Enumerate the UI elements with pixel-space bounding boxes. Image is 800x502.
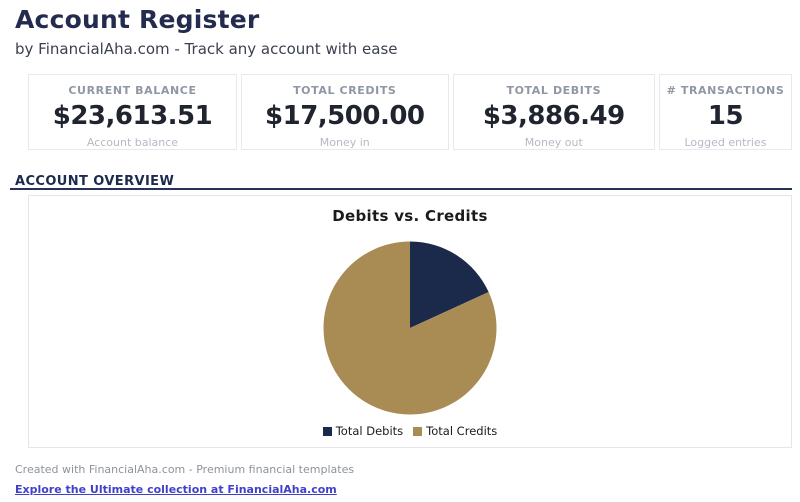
stat-card-total-debits: TOTAL DEBITS $3,886.49 Money out <box>452 74 655 150</box>
stat-card-total-credits: TOTAL CREDITS $17,500.00 Money in <box>240 74 449 150</box>
stat-caption: Logged entries <box>684 136 767 149</box>
pie-slice-total-credits <box>323 241 497 415</box>
legend-swatch-credits <box>413 426 423 436</box>
stat-value: $23,613.51 <box>52 101 213 131</box>
stat-caption: Money out <box>524 136 583 149</box>
stat-label: # TRANSACTIONS <box>666 84 785 97</box>
page-subtitle: by FinancialAha.com - Track any account … <box>15 40 398 58</box>
legend-label: Total Debits <box>335 424 404 438</box>
pie-chart <box>317 235 503 421</box>
stats-row: CURRENT BALANCE $23,613.51 Account balan… <box>28 74 792 150</box>
pie-chart-svg <box>323 241 497 415</box>
stat-value: $17,500.00 <box>265 101 425 131</box>
stat-label: CURRENT BALANCE <box>68 84 197 97</box>
legend-swatch-debits <box>322 426 332 436</box>
footer-credit-text: Created with FinancialAha.com - Premium … <box>15 463 355 476</box>
stat-card-current-balance: CURRENT BALANCE $23,613.51 Account balan… <box>28 74 237 150</box>
chart-title: Debits vs. Credits <box>332 207 488 225</box>
stat-value: 15 <box>707 101 744 131</box>
legend-item-total-debits: Total Debits <box>322 424 404 438</box>
page-title: Account Register <box>15 5 260 34</box>
stat-label: TOTAL CREDITS <box>293 84 397 97</box>
stat-caption: Account balance <box>86 136 179 149</box>
legend-label: Total Credits <box>426 424 498 438</box>
stat-card-transactions: # TRANSACTIONS 15 Logged entries <box>659 74 792 150</box>
chart-panel: Debits vs. Credits Total Debits Total Cr… <box>28 195 792 448</box>
pie-slice-total-debits <box>410 241 489 328</box>
stat-caption: Money in <box>319 136 370 149</box>
stat-label: TOTAL DEBITS <box>506 84 602 97</box>
section-divider <box>10 188 792 190</box>
section-title-account-overview: ACCOUNT OVERVIEW <box>15 174 175 189</box>
footer-link[interactable]: Explore the Ultimate collection at Finan… <box>15 483 337 496</box>
legend-item-total-credits: Total Credits <box>413 424 497 438</box>
stat-value: $3,886.49 <box>482 101 625 131</box>
chart-legend: Total Debits Total Credits <box>29 424 791 438</box>
